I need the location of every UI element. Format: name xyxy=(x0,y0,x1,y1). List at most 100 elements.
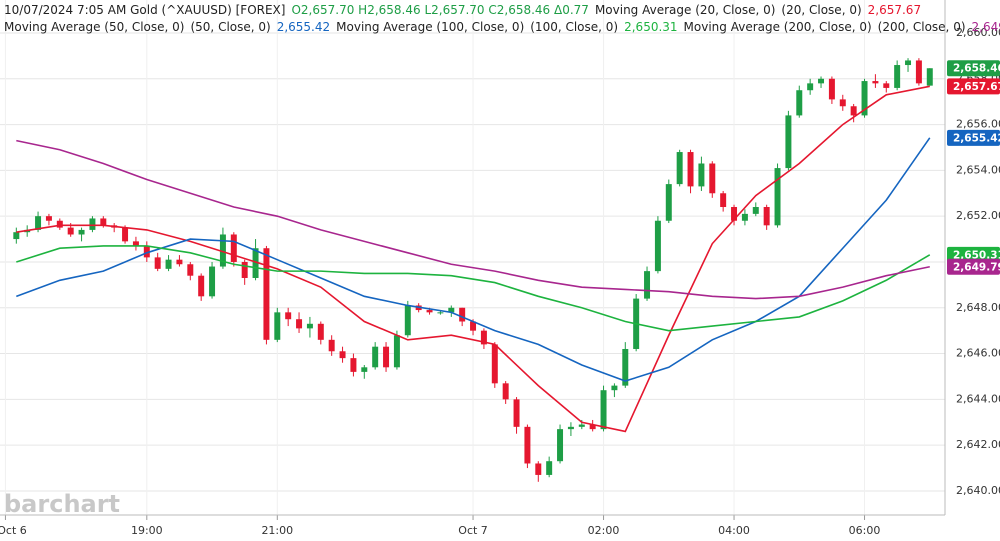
candle-body xyxy=(372,346,379,368)
candle-body xyxy=(339,351,346,359)
candle-body xyxy=(502,383,509,400)
candle-body xyxy=(45,216,52,221)
candle-body xyxy=(143,245,150,258)
x-tick-label: 21:00 xyxy=(261,524,293,537)
price-tag xyxy=(947,60,1000,77)
candle-body xyxy=(56,220,63,228)
candle-body xyxy=(198,275,205,297)
candle-body xyxy=(524,426,531,464)
candle-body xyxy=(578,424,585,427)
candle-body xyxy=(361,367,368,372)
ma-line xyxy=(16,139,930,300)
candle-body xyxy=(187,264,194,276)
price-tag-label: 2,658.46 xyxy=(953,63,1000,75)
y-tick-label: 2,654.00 xyxy=(956,163,1000,176)
candle-body xyxy=(209,266,216,297)
y-tick-label: 2,660.00 xyxy=(956,26,1000,39)
candle-body xyxy=(480,330,487,345)
y-tick-label: 2,642.00 xyxy=(956,438,1000,451)
candle-body xyxy=(328,339,335,352)
y-tick-label: 2,644.00 xyxy=(956,392,1000,405)
legend-row: Moving Average (50, Close, 0) (50, Close,… xyxy=(4,19,1000,36)
legend-params: (20, Close, 0) xyxy=(781,3,862,17)
candle-body xyxy=(774,168,781,226)
x-tick-label: Oct 6 xyxy=(0,524,27,537)
ma-line xyxy=(16,137,931,382)
candle-body xyxy=(263,248,270,340)
candle-body xyxy=(883,83,890,88)
candle-body xyxy=(567,426,574,430)
candle-body xyxy=(165,259,172,269)
candle-body xyxy=(709,163,716,194)
candle-body xyxy=(383,346,390,368)
candle-body xyxy=(676,152,683,185)
ohlc-readout: O2,657.70 H2,658.46 L2,657.70 C2,658.46 … xyxy=(291,3,589,17)
candle-body xyxy=(470,321,477,331)
legend-params: (50, Close, 0) xyxy=(190,20,271,34)
candle-body xyxy=(89,218,96,230)
chart-title: 10/07/2024 7:05 AM Gold (^XAUUSD) [FOREX… xyxy=(4,3,286,17)
candle-body xyxy=(132,241,139,246)
legend-name: Moving Average (50, Close, 0) xyxy=(4,20,185,34)
candle-body xyxy=(491,344,498,384)
candle-body xyxy=(622,348,629,386)
candle-body xyxy=(741,213,748,221)
x-tick-label: 19:00 xyxy=(131,524,163,537)
candle-body xyxy=(426,310,433,313)
y-tick-label: 2,648.00 xyxy=(956,301,1000,314)
candle-body xyxy=(448,307,455,313)
price-tag-label: 2,649.79 xyxy=(953,261,1000,273)
price-tag xyxy=(947,129,1000,146)
legend-params: (100, Close, 0) xyxy=(530,20,619,34)
candle-body xyxy=(926,68,933,86)
price-tag-label: 2,655.42 xyxy=(953,132,1000,144)
candle-body xyxy=(35,216,42,230)
legend-params: (200, Close, 0) xyxy=(877,20,966,34)
candle-body xyxy=(687,152,694,187)
candle-body xyxy=(100,218,107,226)
y-tick-label: 2,656.00 xyxy=(956,118,1000,131)
candle-body xyxy=(154,257,161,269)
price-tag xyxy=(947,258,1000,275)
watermark: barchart xyxy=(4,490,120,518)
candle-body xyxy=(13,232,20,240)
candle-body xyxy=(393,335,400,368)
candle-body xyxy=(252,248,259,278)
candle-body xyxy=(306,323,313,329)
candle-body xyxy=(230,234,237,262)
candle-body xyxy=(67,227,74,235)
x-tick-label: Oct 7 xyxy=(458,524,488,537)
candle-body xyxy=(241,261,248,278)
candle-body xyxy=(654,220,661,272)
candle-body xyxy=(600,390,607,430)
legend-row: 10/07/2024 7:05 AM Gold (^XAUUSD) [FOREX… xyxy=(4,2,1000,19)
candle-body xyxy=(839,99,846,107)
candle-body xyxy=(818,78,825,84)
candle-body xyxy=(731,207,738,221)
candle-body xyxy=(459,307,466,322)
candle-body xyxy=(644,271,651,299)
candle-body xyxy=(894,65,901,88)
y-tick-label: 2,652.00 xyxy=(956,209,1000,222)
candle-body xyxy=(861,81,868,116)
candle-body xyxy=(850,106,857,116)
candle-body xyxy=(513,399,520,427)
candle-body xyxy=(557,429,564,462)
candle-body xyxy=(752,207,759,214)
x-tick-label: 04:00 xyxy=(718,524,750,537)
candle-body xyxy=(535,463,542,475)
x-tick-label: 06:00 xyxy=(849,524,881,537)
ma-line xyxy=(16,85,930,433)
candle-body xyxy=(785,115,792,169)
candle-body xyxy=(589,424,596,430)
candle-body xyxy=(915,60,922,84)
candle-body xyxy=(176,259,183,265)
candle-body xyxy=(350,358,357,372)
legend: 10/07/2024 7:05 AM Gold (^XAUUSD) [FOREX… xyxy=(4,2,1000,36)
candle-body xyxy=(437,312,444,314)
y-tick-label: 2,646.00 xyxy=(956,347,1000,360)
legend-value: 2,649.79 xyxy=(971,20,1000,34)
candle-body xyxy=(698,163,705,187)
price-tag-label: 2,650.31 xyxy=(953,249,1000,261)
